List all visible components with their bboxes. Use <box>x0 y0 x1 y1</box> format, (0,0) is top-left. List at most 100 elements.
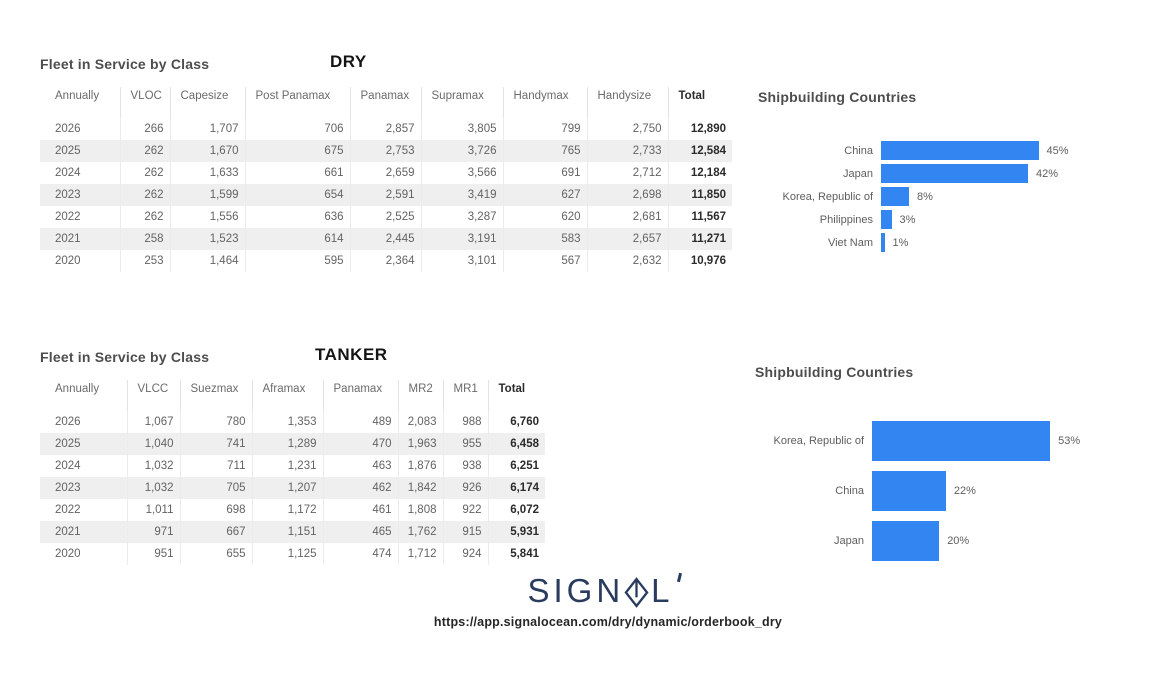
dry-panel-header: Fleet in Service by Class DRY <box>40 52 732 81</box>
table-row-2025: 2025 1,040 741 1,289 470 1,963 955 6,458 <box>40 433 545 455</box>
tanker-chart-title: Shipbuilding Countries <box>755 364 914 380</box>
cell-total-2025: 6,458 <box>510 438 539 450</box>
cell-vlcc-2024: 1,032 <box>127 455 181 477</box>
cell-vloc-2023: 262 <box>120 184 171 206</box>
tanker-chart-plot-area: Korea, Republic of 53% China 22% Japan 20% <box>755 416 1151 566</box>
column-header-annually[interactable]: Annually <box>40 87 121 118</box>
cell-supramax-2024: 3,566 <box>421 162 504 184</box>
cell-capesize-2025: 1,670 <box>170 140 246 162</box>
cell-panamax-2021: 2,445 <box>350 228 422 250</box>
logo-diamond-a-icon <box>624 577 649 608</box>
cell-vloc-2020: 253 <box>120 250 171 272</box>
cell-total-2025: 12,584 <box>690 145 726 157</box>
cell-mr2-2026: 2,083 <box>398 411 444 433</box>
column-header-handymax[interactable]: Handymax <box>503 87 588 118</box>
table-row-2026: 2026 266 1,707 706 2,857 3,805 799 2,750 12,890 <box>40 118 732 140</box>
cell-capesize-2023: 1,599 <box>170 184 246 206</box>
cell-vlcc-2022: 1,011 <box>127 499 181 521</box>
cell-total-2021: 5,931 <box>510 526 539 538</box>
column-header-vloc[interactable]: VLOC <box>120 87 171 118</box>
column-header-post-panamax[interactable]: Post Panamax <box>245 87 351 118</box>
dry-shipbuilding-chart: Shipbuilding Countries China 45% Japan 42% K… <box>758 88 1143 254</box>
category-label-china: China <box>844 144 873 157</box>
column-header-annually[interactable]: Annually <box>40 380 128 411</box>
bar-japan[interactable] <box>881 164 1028 183</box>
cell-vloc-2026: 266 <box>120 118 171 140</box>
bar-row-china: China 45% <box>758 139 1143 162</box>
bar-china[interactable] <box>881 141 1039 160</box>
cell-supramax-2020: 3,101 <box>421 250 504 272</box>
column-header-mr1[interactable]: MR1 <box>443 380 489 411</box>
cell-handysize-2026: 2,750 <box>587 118 669 140</box>
bar-korea-republic-of[interactable] <box>872 421 1051 461</box>
cell-mr1-2022: 922 <box>443 499 489 521</box>
column-header-total[interactable]: Total <box>498 383 526 395</box>
tanker-fleet-panel: Fleet in Service by Class TANKER Annuall… <box>40 345 545 565</box>
bar-korea-republic-of[interactable] <box>881 187 909 206</box>
cell-suezmax-2025: 741 <box>180 433 253 455</box>
cell-total-2026: 6,760 <box>510 416 539 428</box>
data-label-korea-republic-of: 8% <box>917 190 933 203</box>
cell-mr2-2025: 1,963 <box>398 433 444 455</box>
data-label-china: 22% <box>953 485 976 497</box>
column-header-capesize[interactable]: Capesize <box>170 87 246 118</box>
cell-vlcc-2026: 1,067 <box>127 411 181 433</box>
cell-vloc-2021: 258 <box>120 228 171 250</box>
dry-chart-plot-area: China 45% Japan 42% Korea, Republic of 8% Phil… <box>758 139 1143 254</box>
cell-total-2022: 11,567 <box>691 211 726 223</box>
table-row-2022: 2022 1,011 698 1,172 461 1,808 922 6,072 <box>40 499 545 521</box>
cell-handysize-2024: 2,712 <box>587 162 669 184</box>
cell-aframax-2020: 1,125 <box>252 543 324 565</box>
cell-total-2021: 11,271 <box>691 233 726 245</box>
cell-total-2020: 5,841 <box>510 548 539 560</box>
cell-capesize-2021: 1,523 <box>170 228 246 250</box>
bar-philippines[interactable] <box>881 210 892 229</box>
cell-post-panamax-2021: 614 <box>245 228 351 250</box>
table-row-2020: 2020 253 1,464 595 2,364 3,101 567 2,632 10,976 <box>40 250 732 272</box>
cell-suezmax-2020: 655 <box>180 543 253 565</box>
column-header-panamax[interactable]: Panamax <box>350 87 422 118</box>
cell-supramax-2023: 3,419 <box>421 184 504 206</box>
report-source-url: https://app.signalocean.com/dry/dynamic/… <box>433 615 783 629</box>
cell-suezmax-2023: 705 <box>180 477 253 499</box>
column-header-total[interactable]: Total <box>678 90 706 102</box>
cell-annually-2025: 2025 <box>40 140 121 162</box>
data-label-viet-nam: 1% <box>892 236 909 249</box>
cell-handymax-2022: 620 <box>503 206 588 228</box>
column-header-panamax[interactable]: Panamax <box>323 380 399 411</box>
cell-panamax-2025: 470 <box>323 433 399 455</box>
cell-annually-2020: 2020 <box>40 250 121 272</box>
cell-panamax-2025: 2,753 <box>350 140 422 162</box>
column-header-supramax[interactable]: Supramax <box>421 87 504 118</box>
cell-panamax-2026: 489 <box>323 411 399 433</box>
cell-panamax-2020: 474 <box>323 543 399 565</box>
data-label-china: 45% <box>1046 144 1069 157</box>
table-row-2024: 2024 1,032 711 1,231 463 1,876 938 6,251 <box>40 455 545 477</box>
cell-suezmax-2022: 698 <box>180 499 253 521</box>
cell-supramax-2026: 3,805 <box>421 118 504 140</box>
dry-category-label: DRY <box>330 52 367 71</box>
cell-total-2026: 12,890 <box>690 123 726 135</box>
cell-capesize-2020: 1,464 <box>170 250 246 272</box>
cell-capesize-2024: 1,633 <box>170 162 246 184</box>
column-header-aframax[interactable]: Aframax <box>252 380 324 411</box>
column-header-vlcc[interactable]: VLCC <box>127 380 181 411</box>
cell-mr1-2025: 955 <box>443 433 489 455</box>
column-header-suezmax[interactable]: Suezmax <box>180 380 253 411</box>
cell-mr2-2023: 1,842 <box>398 477 444 499</box>
bar-japan[interactable] <box>872 521 940 561</box>
table-row-2023: 2023 1,032 705 1,207 462 1,842 926 6,174 <box>40 477 545 499</box>
cell-panamax-2022: 2,525 <box>350 206 422 228</box>
cell-mr1-2020: 924 <box>443 543 489 565</box>
column-header-mr2[interactable]: MR2 <box>398 380 444 411</box>
cell-mr1-2026: 988 <box>443 411 489 433</box>
bar-viet-nam[interactable] <box>881 233 885 252</box>
cell-vlcc-2023: 1,032 <box>127 477 181 499</box>
cell-suezmax-2021: 667 <box>180 521 253 543</box>
category-label-korea-republic-of: Korea, Republic of <box>782 190 874 203</box>
bar-row-korea-republic-of: Korea, Republic of 8% <box>758 185 1143 208</box>
category-label-korea-republic-of: Korea, Republic of <box>773 435 865 447</box>
column-header-handysize[interactable]: Handysize <box>587 87 669 118</box>
cell-vlcc-2020: 951 <box>127 543 181 565</box>
bar-china[interactable] <box>872 471 946 511</box>
